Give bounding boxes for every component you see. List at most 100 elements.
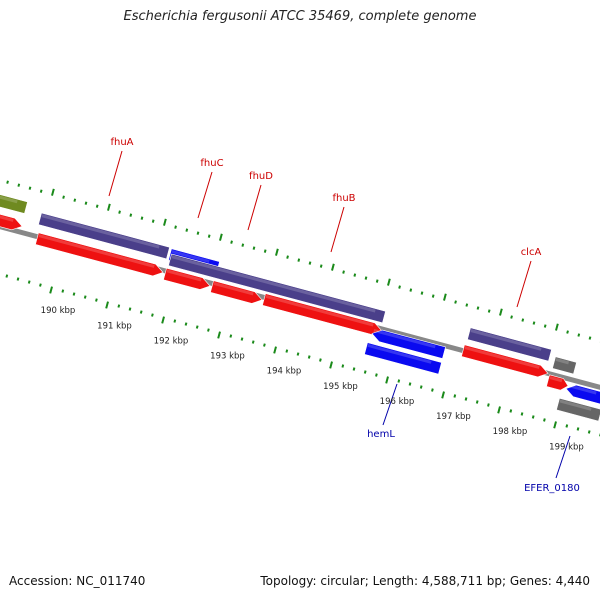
gene-label-clca[interactable]: clcA (521, 247, 542, 258)
minor-tick (588, 336, 592, 340)
minor-tick (196, 231, 200, 235)
scale-label: 192 kbp (154, 336, 189, 346)
minor-tick (341, 364, 345, 368)
hemL-cds-block[interactable] (364, 342, 442, 375)
minor-tick (252, 246, 256, 250)
major-tick (385, 376, 389, 384)
fhuD-cds-block[interactable] (210, 280, 263, 306)
leader-line (382, 383, 398, 426)
topology-text: Topology: circular; Length: 4,588,711 bp… (260, 574, 590, 588)
olive-gene-block[interactable] (0, 191, 28, 214)
minor-tick (352, 367, 356, 371)
minor-tick (5, 274, 9, 278)
minor-tick (241, 243, 245, 247)
minor-tick (263, 249, 267, 253)
cds-forward-block-highlight (0, 213, 14, 222)
fhuA-gene-block[interactable] (38, 212, 170, 260)
minor-tick (398, 285, 401, 289)
minor-tick (39, 189, 43, 193)
minor-tick (363, 370, 367, 374)
fhuA-cds-block-highlight (38, 234, 155, 268)
minor-tick (61, 289, 65, 293)
fhuB-cds-block-highlight (265, 294, 374, 327)
small-cds-block-shape (546, 374, 569, 391)
minor-tick (6, 180, 9, 184)
minor-tick (464, 397, 468, 401)
fhuCDB-gene-block-highlight (171, 255, 376, 313)
gene-label-fhub[interactable]: fhuB (332, 193, 355, 204)
fhuD-cds-block-highlight (213, 281, 254, 296)
clcA-gene-block-shape (467, 327, 552, 362)
clcA-gene-block[interactable] (467, 327, 552, 362)
fhuA-gene-block-highlight (41, 214, 160, 249)
gene-label-efer_0180[interactable]: EFER_0180 (524, 483, 580, 494)
fhuA-cds-block[interactable] (35, 232, 164, 278)
cds-forward-block[interactable] (0, 211, 24, 232)
EFER_0180-gene-block-shape (556, 397, 600, 422)
feature-track (0, 191, 600, 422)
clcA-cds-block-shape (461, 344, 549, 378)
hemL-cds-block-shape (364, 342, 442, 375)
minor-tick (39, 283, 42, 287)
minor-tick (566, 330, 569, 334)
gene-label-fhud[interactable]: fhuD (249, 171, 273, 182)
minor-tick (62, 195, 65, 199)
leader-line (555, 435, 571, 479)
minor-tick (543, 324, 547, 328)
scale-label: 194 kbp (267, 367, 302, 377)
leader-line (330, 206, 345, 253)
minor-tick (95, 298, 98, 302)
minor-tick (419, 385, 423, 389)
gray-gene-block-shape (552, 356, 577, 375)
leader-line (108, 150, 123, 197)
major-tick (161, 316, 165, 324)
minor-tick (319, 264, 323, 268)
minor-tick (576, 427, 580, 431)
gray-gene-block[interactable] (552, 356, 577, 375)
scale-label: 195 kbp (323, 382, 358, 392)
fhuC-cds-block-shape (163, 267, 211, 290)
scale-label: 198 kbp (493, 427, 528, 437)
minor-tick (27, 280, 31, 284)
gene-label-heml[interactable]: hemL (367, 429, 395, 440)
minor-tick (520, 412, 524, 416)
major-tick (219, 233, 223, 241)
gene-label-fhua[interactable]: fhuA (110, 137, 133, 148)
minor-tick (431, 388, 434, 392)
minor-tick (207, 328, 210, 332)
minor-tick (375, 279, 379, 283)
minor-tick (151, 313, 154, 317)
minor-tick (72, 292, 76, 296)
minor-tick (319, 358, 322, 362)
fhuC-cds-block[interactable] (163, 267, 211, 292)
minor-tick (230, 240, 233, 244)
minor-tick (118, 210, 121, 214)
major-tick (553, 421, 557, 429)
minor-tick (408, 382, 412, 386)
minor-tick (73, 198, 77, 202)
scale-label: 191 kbp (97, 321, 132, 331)
label-track: fhuA fhuC fhuD fhuB clcA hemL EFER_0180 (110, 137, 579, 494)
minor-tick (453, 394, 457, 398)
clcA-cds-block[interactable] (461, 344, 549, 379)
minor-tick (229, 334, 233, 338)
fhuCDB-gene-block[interactable] (168, 253, 386, 324)
reverse-cds-block[interactable] (370, 328, 446, 359)
small-cds-block[interactable] (546, 374, 569, 392)
major-tick (51, 188, 55, 196)
EFER_0180-gene-block[interactable] (556, 397, 600, 422)
EFER-reverse-block-highlight (567, 384, 597, 395)
gene-label-fhuc[interactable]: fhuC (200, 158, 223, 169)
fhuD-cds-block-shape (210, 280, 263, 304)
fhuC-reverse-block-highlight (171, 250, 210, 263)
major-tick (217, 331, 221, 339)
minor-tick (308, 261, 312, 265)
major-tick (273, 346, 277, 354)
minor-tick (95, 204, 99, 208)
EFER-reverse-block[interactable] (564, 383, 600, 406)
inner-tick-track (5, 274, 600, 437)
hemL-cds-block-highlight (367, 343, 432, 364)
scale-track: 190 kbp 191 kbp 192 kbp 193 kbp 194 kbp 195 k… (41, 306, 584, 452)
minor-tick (409, 288, 413, 292)
